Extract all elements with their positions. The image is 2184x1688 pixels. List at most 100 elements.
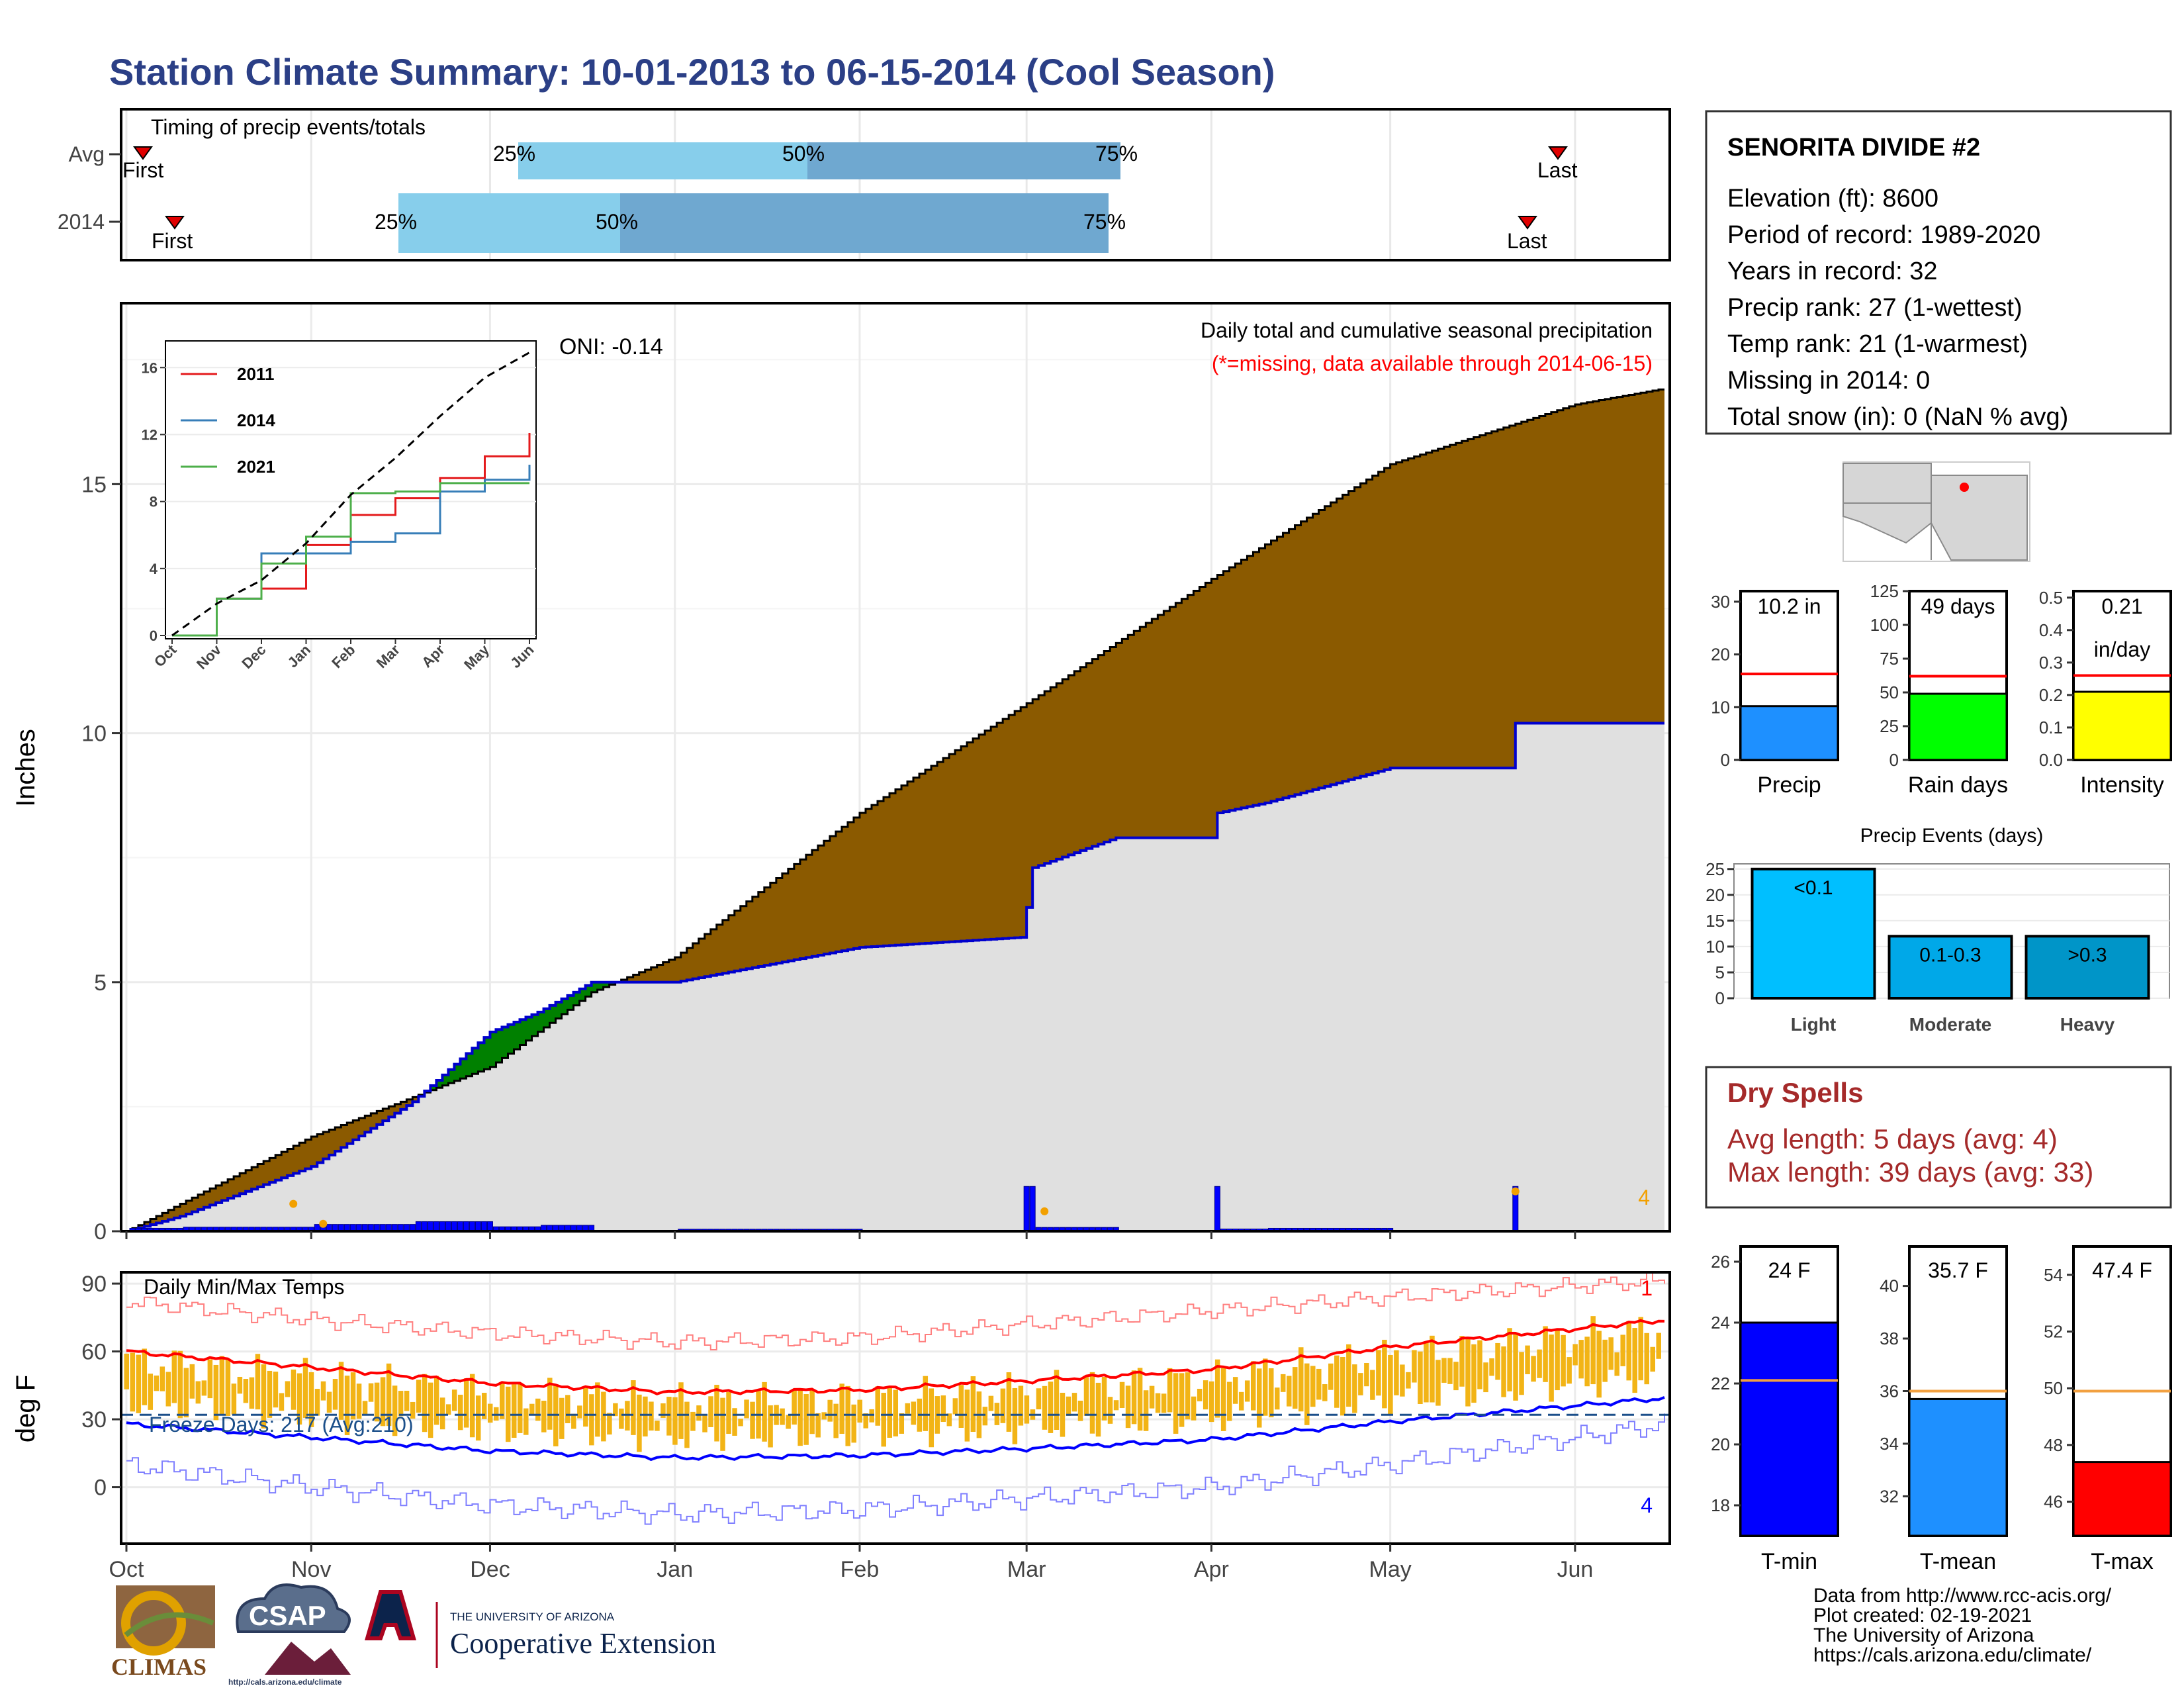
daily-temp-bar	[750, 1401, 755, 1439]
daily-temp-bar	[643, 1396, 648, 1437]
daily-temp-bar	[565, 1395, 570, 1424]
daily-temp-bar	[1537, 1349, 1542, 1378]
precip-corner-count: 4	[1638, 1186, 1650, 1209]
daily-temp-bar	[1638, 1317, 1643, 1381]
daily-temp-bar	[1185, 1372, 1191, 1420]
summary-value: 0.21	[2101, 594, 2142, 618]
daily-temp-bar	[1602, 1339, 1608, 1382]
daily-temp-bar	[1561, 1335, 1566, 1387]
temp-summary-bar-t-max	[2072, 1461, 2172, 1537]
daily-temp-bar	[225, 1358, 231, 1416]
events-bar-heavy	[2025, 935, 2150, 1000]
month-tick: Mar	[1007, 1557, 1046, 1582]
daily-temp-bar	[1340, 1356, 1345, 1416]
daily-temp-bar	[875, 1386, 880, 1426]
daily-temp-bar	[1567, 1357, 1572, 1384]
daily-temp-bar	[1238, 1391, 1244, 1411]
daily-temp-bar	[1293, 1367, 1298, 1409]
daily-temp-bar	[637, 1394, 642, 1452]
daily-temp-bar	[445, 1404, 451, 1415]
avg-last-label: Last	[1537, 158, 1578, 182]
daily-temp-bar	[249, 1377, 255, 1409]
daily-temp-bar	[1143, 1390, 1149, 1431]
daily-temp-bar	[1453, 1362, 1459, 1391]
precip-ylabel: Inches	[11, 729, 40, 807]
summary-tick: 0.2	[2039, 685, 2063, 705]
daily-temp-bar	[1465, 1337, 1471, 1407]
events-bar-light	[1751, 867, 1876, 1000]
avg-p25: 25%	[493, 142, 535, 165]
daily-temp-bar	[136, 1354, 142, 1413]
daily-temp-bar	[762, 1382, 767, 1442]
temp-summary-value: 35.7 F	[1928, 1258, 1988, 1282]
temp-ytick: 90	[81, 1272, 107, 1297]
daily-temp-bar	[607, 1413, 612, 1435]
temp-ytick: 0	[94, 1476, 107, 1501]
timing-avg-bar-b	[807, 142, 1120, 179]
daily-temp-bar	[1578, 1340, 1584, 1379]
freeze-days: Freeze Days: 217 (Avg:210)	[149, 1413, 414, 1436]
daily-temp-bar	[1424, 1342, 1429, 1403]
daily-temp-bar	[273, 1372, 279, 1408]
daily-temp-bar	[356, 1383, 362, 1419]
avg-p50: 50%	[782, 142, 825, 165]
daily-precip-bar	[469, 1221, 475, 1232]
daily-temp-bar	[231, 1383, 237, 1415]
daily-temp-bar	[1208, 1381, 1214, 1423]
daily-temp-bar	[148, 1374, 154, 1410]
dry-spells-title: Dry Spells	[1727, 1077, 1863, 1108]
daily-temp-bar	[416, 1380, 422, 1413]
daily-temp-bar	[154, 1375, 159, 1391]
daily-temp-bar	[1513, 1333, 1518, 1401]
daily-temp-bar	[702, 1415, 707, 1432]
temp-summary-bar-t-mean	[1908, 1397, 2008, 1537]
avg-cumulative-line	[126, 388, 1664, 1233]
temp-summary-label: T-max	[2091, 1549, 2153, 1574]
timing-label: Timing of precip events/totals	[151, 115, 426, 139]
daily-temp-bar	[911, 1401, 917, 1425]
daily-temp-bar	[1018, 1385, 1024, 1426]
summary-tick: 75	[1880, 649, 1899, 669]
daily-temp-bar	[404, 1390, 410, 1411]
precip-ytick: 0	[94, 1219, 107, 1244]
events-value: >0.3	[2068, 944, 2107, 966]
daily-temp-bar	[410, 1401, 416, 1419]
daily-temp-bar	[1555, 1330, 1560, 1391]
daily-temp-bar	[386, 1363, 392, 1427]
daily-temp-bar	[1489, 1358, 1494, 1376]
station-location-icon	[1960, 483, 1969, 492]
daily-temp-bar	[946, 1413, 952, 1427]
summary-tick: 0.3	[2039, 653, 2063, 673]
daily-temp-bar	[475, 1395, 481, 1441]
daily-temp-bar	[1095, 1382, 1101, 1437]
daily-precip-bar	[415, 1221, 422, 1232]
daily-temp-bar	[1519, 1352, 1524, 1395]
daily-temp-bar	[124, 1353, 129, 1389]
precip-ytick: 15	[81, 472, 107, 497]
daily-temp-bar	[499, 1383, 505, 1419]
daily-temp-bar	[261, 1364, 267, 1429]
daily-temp-bar	[1328, 1363, 1334, 1390]
daily-precip-bar	[1029, 1186, 1036, 1232]
summary-label: Rain days	[1908, 773, 2008, 798]
daily-temp-bar	[1107, 1397, 1113, 1424]
daily-temp-bar	[1543, 1326, 1548, 1382]
events-ytick: 10	[1706, 937, 1725, 957]
events-label: Heavy	[2060, 1014, 2115, 1035]
daily-temp-bar	[1406, 1372, 1411, 1389]
station-line-5: Temp rank: 21 (1-warmest)	[1727, 330, 2028, 358]
daily-temp-bar	[1459, 1336, 1465, 1387]
daily-temp-bar	[350, 1372, 356, 1420]
daily-temp-bar	[368, 1383, 374, 1402]
daily-temp-bar	[296, 1373, 302, 1425]
daily-temp-bar	[332, 1379, 338, 1410]
daily-temp-bar	[177, 1350, 183, 1419]
daily-temp-bar	[1024, 1395, 1030, 1424]
daily-temp-bar	[690, 1411, 696, 1431]
daily-temp-bar	[362, 1401, 368, 1415]
daily-temp-bar	[189, 1364, 195, 1399]
daily-temp-bar	[338, 1362, 344, 1420]
daily-temp-bar	[1334, 1355, 1340, 1408]
avg-first-label: First	[122, 158, 163, 182]
daily-temp-bar	[392, 1385, 398, 1436]
